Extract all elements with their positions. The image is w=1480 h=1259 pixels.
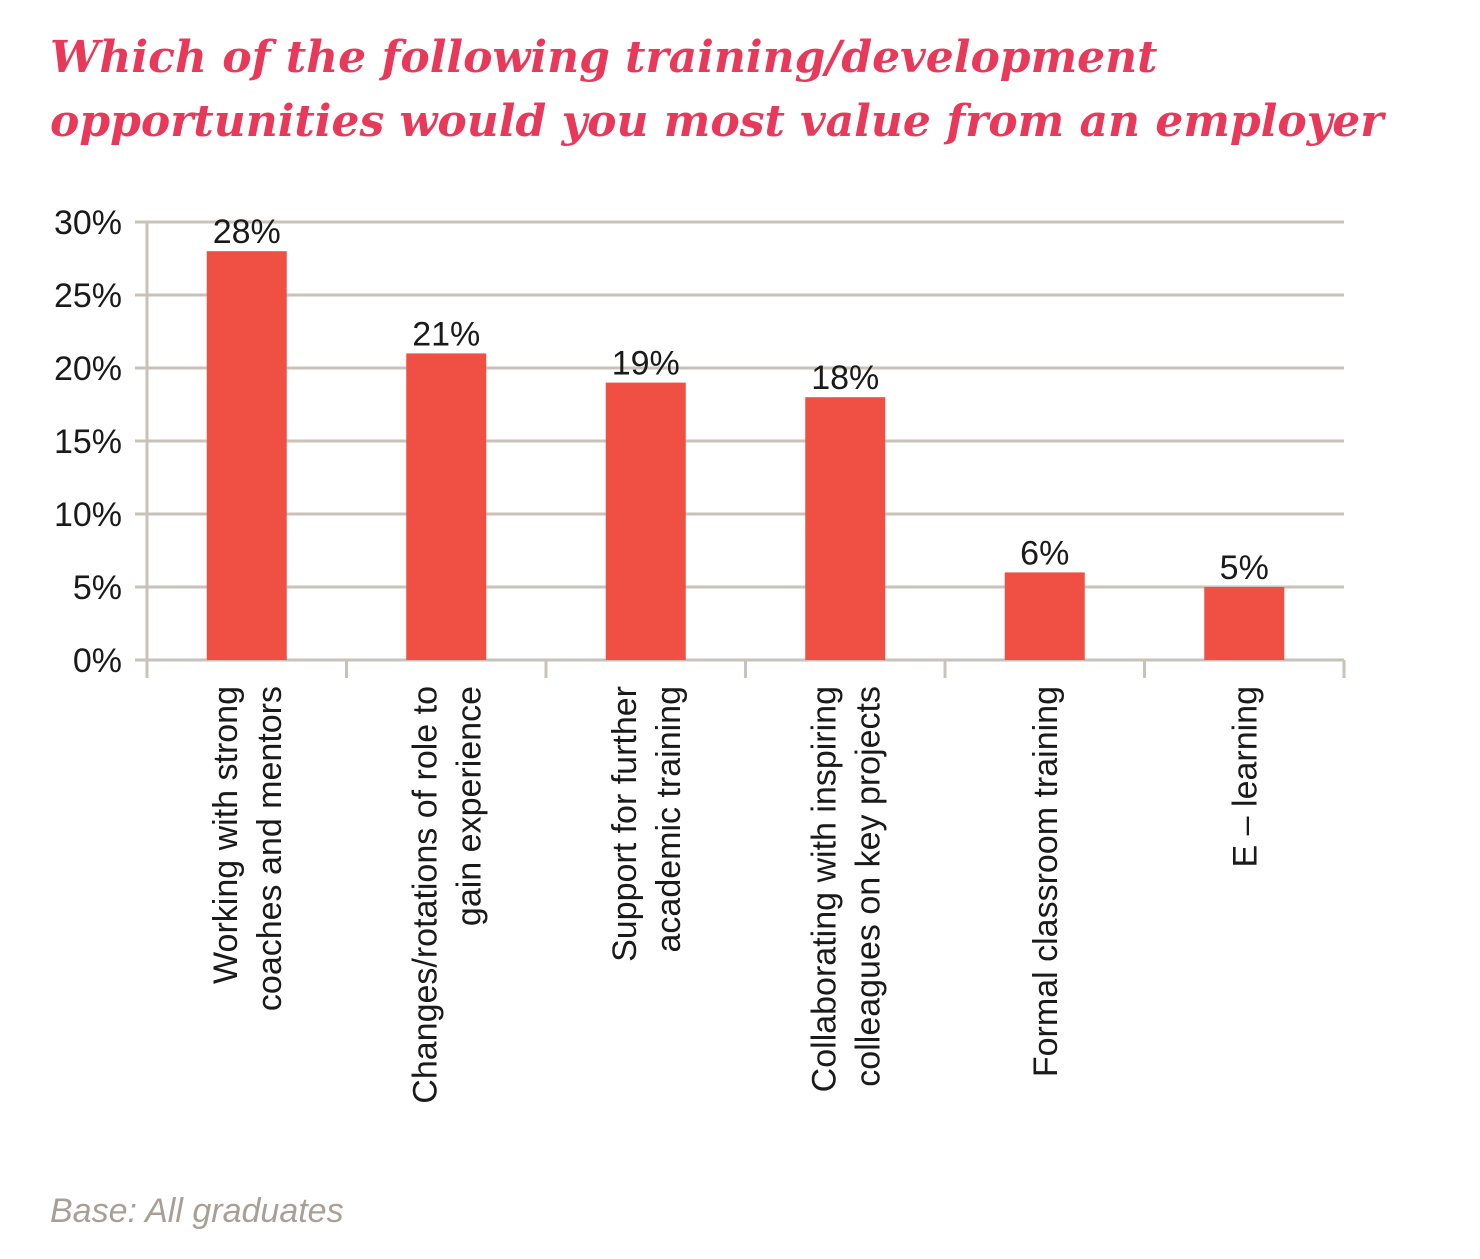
- bar: [406, 353, 487, 660]
- x-category-label-line: Changes/rotations of role to: [406, 686, 444, 1104]
- x-category-label-line: Working with strong: [207, 686, 245, 984]
- y-tick-label: 5%: [73, 569, 122, 607]
- x-category-label-line: academic training: [650, 686, 688, 952]
- bar-value-label: 21%: [412, 315, 480, 353]
- y-tick-label: 30%: [54, 204, 122, 242]
- bar: [805, 397, 886, 660]
- bar-value-label: 19%: [612, 345, 680, 383]
- chart-title: Which of the following training/developm…: [50, 26, 1460, 154]
- y-tick-label: 15%: [54, 423, 122, 461]
- bar: [605, 382, 686, 660]
- x-category-label-line: Formal classroom training: [1027, 686, 1065, 1077]
- x-category-label: Changes/rotations of role to gain experie…: [406, 686, 488, 1104]
- bar-value-label: 6%: [1020, 534, 1069, 572]
- y-tick-label: 20%: [54, 350, 122, 388]
- bar: [206, 251, 287, 660]
- x-category-label: Formal classroom training: [1027, 686, 1065, 1077]
- x-category-label: Working with strong coaches and mentors: [207, 686, 289, 1011]
- x-category-label-line: colleagues on key projects: [849, 686, 887, 1087]
- bar: [1004, 572, 1085, 660]
- x-category-label-line: E – learning: [1226, 686, 1264, 867]
- x-category-label-line: gain experience: [450, 686, 488, 926]
- bar-value-label: 28%: [213, 213, 281, 251]
- y-tick-label: 10%: [54, 496, 122, 534]
- bar-value-label: 5%: [1220, 549, 1269, 587]
- x-category-label: Support for further academic training: [606, 686, 688, 962]
- x-category-label: E – learning: [1226, 686, 1264, 867]
- x-category-label: Collaborating with inspiring colleagues o…: [805, 686, 887, 1092]
- bar-value-label: 18%: [811, 359, 879, 397]
- chart-title-line-1: Which of the following training/developm…: [50, 32, 1158, 83]
- x-category-label-line: Collaborating with inspiring: [805, 686, 843, 1092]
- chart-title-line-2: opportunities would you most value from …: [50, 96, 1384, 147]
- x-category-label-line: coaches and mentors: [251, 686, 289, 1011]
- bar: [1204, 587, 1285, 660]
- y-tick-label: 0%: [73, 642, 122, 680]
- x-category-label-line: Support for further: [606, 686, 644, 962]
- base-footnote: Base: All graduates: [50, 1192, 344, 1230]
- y-tick-label: 25%: [54, 277, 122, 315]
